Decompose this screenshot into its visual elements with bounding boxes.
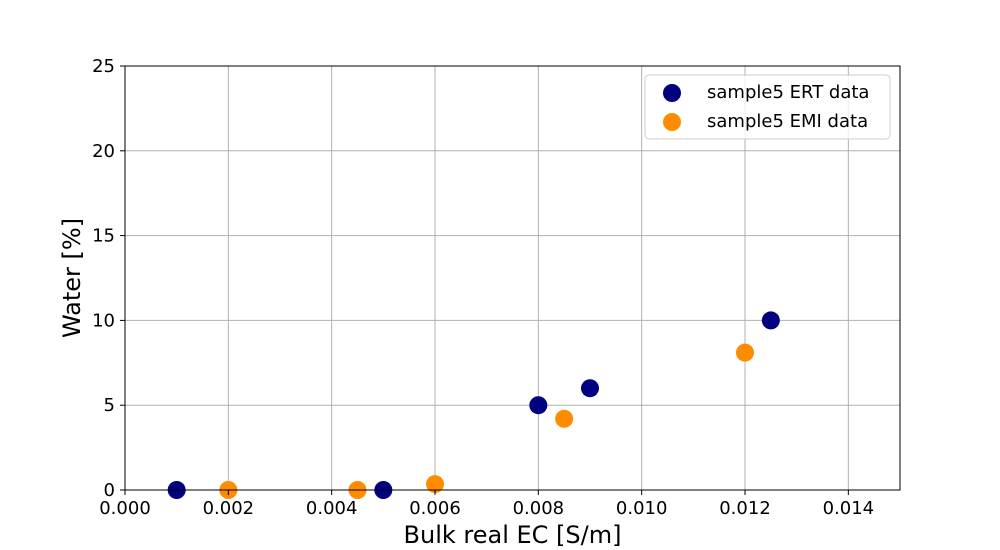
- emi-data-point: [736, 343, 754, 362]
- x-tick-label: 0.002: [203, 498, 255, 519]
- legend-marker-ert: [663, 84, 681, 102]
- y-tick-label: 10: [92, 310, 115, 331]
- emi-data-point: [555, 409, 574, 428]
- y-tick-label: 25: [92, 56, 115, 77]
- x-tick-label: 0.014: [823, 498, 875, 519]
- y-tick-label: 20: [92, 141, 115, 162]
- ert-data-point: [581, 379, 599, 398]
- y-tick-label: 15: [92, 226, 115, 247]
- x-tick-label: 0.010: [616, 498, 668, 519]
- emi-data-point: [426, 475, 444, 494]
- x-axis-label: Bulk real EC [S/m]: [404, 521, 622, 549]
- legend-marker-emi: [663, 113, 681, 131]
- x-tick-label: 0.004: [306, 498, 358, 519]
- ert-data-point: [761, 311, 780, 330]
- ticks: [120, 65, 849, 495]
- plot-frame: [124, 65, 901, 491]
- x-tick-label: 0.006: [409, 498, 461, 519]
- legend-box: [644, 74, 891, 140]
- legend-label-ert: sample5 ERT data: [707, 82, 869, 103]
- y-tick-label: 0: [104, 480, 115, 501]
- legend: sample5 ERT data sample5 EMI data: [644, 74, 891, 140]
- legend-label-emi: sample5 EMI data: [707, 111, 868, 132]
- x-tick-label: 0.012: [719, 498, 771, 519]
- y-tick-labels: 0 5 10 15 20 25: [92, 56, 115, 501]
- y-tick-label: 5: [104, 395, 115, 416]
- y-axis-label: Water [%]: [58, 218, 86, 338]
- x-tick-labels: 0.000 0.002 0.004 0.006 0.008 0.010 0.012 0.014: [99, 498, 874, 519]
- data-points: [167, 311, 780, 499]
- x-tick-label: 0.000: [99, 498, 151, 519]
- ert-data-point: [529, 396, 548, 415]
- x-tick-label: 0.008: [513, 498, 565, 519]
